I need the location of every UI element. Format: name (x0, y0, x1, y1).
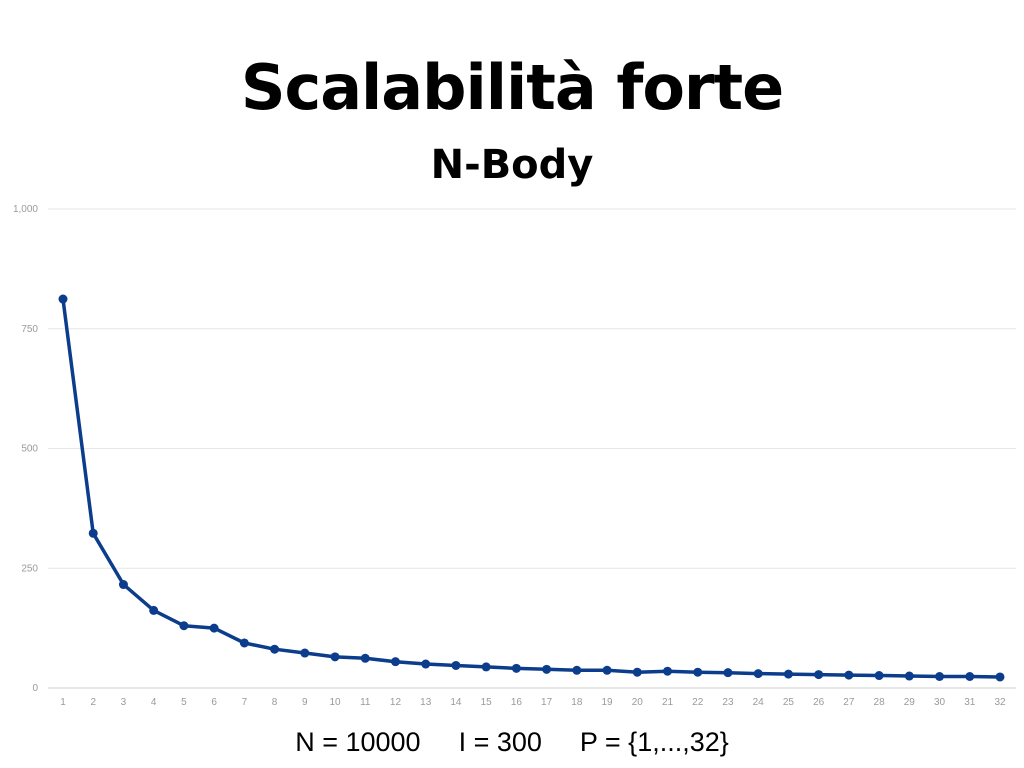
x-tick-label: 11 (360, 697, 371, 708)
x-tick-label: 3 (121, 697, 127, 708)
x-tick-label: 12 (390, 697, 402, 708)
data-point (844, 670, 854, 680)
data-point (58, 294, 68, 304)
y-tick-label: 250 (21, 563, 38, 574)
x-tick-label: 1 (60, 697, 66, 708)
data-point (904, 671, 914, 681)
x-tick-label: 16 (511, 697, 523, 708)
data-point (723, 668, 733, 678)
chart-series (58, 294, 1005, 682)
param-i: I = 300 (458, 727, 542, 757)
data-point (118, 580, 128, 590)
chart-gridlines (48, 208, 1016, 689)
x-axis-tick-labels: 1 2 3 4 5 6 7 8 9 10 11 12 13 14 15 16 17 18 19 20 21 22 23 24 2… (60, 697, 1006, 708)
x-tick-label: 27 (843, 697, 855, 708)
x-tick-label: 19 (602, 697, 614, 708)
param-p: P = {1,...,32} (579, 727, 729, 757)
x-tick-label: 26 (813, 697, 825, 708)
data-point (602, 665, 612, 675)
data-point (300, 648, 310, 658)
y-tick-label: 1,000 (13, 204, 38, 215)
x-tick-label: 32 (994, 697, 1006, 708)
x-tick-label: 13 (420, 697, 432, 708)
data-point (481, 662, 491, 672)
x-tick-label: 5 (181, 697, 187, 708)
y-tick-label: 750 (21, 324, 38, 335)
x-tick-label: 25 (783, 697, 795, 708)
x-tick-label: 10 (329, 697, 341, 708)
x-tick-label: 23 (722, 697, 734, 708)
data-point (179, 621, 189, 631)
data-point (783, 669, 793, 679)
data-point (995, 672, 1005, 682)
x-tick-label: 2 (90, 697, 96, 708)
data-point (390, 657, 400, 667)
data-point (663, 666, 673, 676)
data-point (965, 672, 975, 682)
x-tick-label: 31 (964, 697, 976, 708)
y-axis-tick-labels: 0 250 500 750 1,000 (13, 204, 38, 694)
x-tick-label: 21 (662, 697, 674, 708)
data-point (239, 638, 249, 648)
data-point (421, 659, 431, 669)
y-tick-label: 0 (32, 683, 38, 694)
x-tick-label: 18 (571, 697, 583, 708)
data-point (149, 605, 159, 615)
data-point (814, 670, 824, 680)
x-tick-label: 17 (541, 697, 553, 708)
data-point (88, 528, 98, 538)
data-point (330, 652, 340, 662)
x-tick-label: 6 (211, 697, 217, 708)
data-point (360, 653, 370, 663)
parameters-caption: N = 10000 I = 300 P = {1,...,32} (0, 724, 1024, 760)
data-point (693, 667, 703, 677)
x-tick-label: 14 (450, 697, 462, 708)
x-tick-label: 4 (151, 697, 157, 708)
x-tick-label: 7 (242, 697, 248, 708)
x-tick-label: 30 (934, 697, 946, 708)
x-tick-label: 8 (272, 697, 278, 708)
series-line (61, 297, 1002, 679)
data-point (542, 664, 552, 674)
data-point (572, 665, 582, 675)
x-tick-label: 28 (874, 697, 886, 708)
data-point (209, 623, 219, 633)
x-tick-label: 9 (302, 697, 308, 708)
slide-title: Scalabilità forte (240, 51, 784, 124)
data-point (632, 667, 642, 677)
data-point (270, 644, 280, 654)
data-point (874, 671, 884, 681)
x-tick-label: 24 (753, 697, 765, 708)
data-point (935, 672, 945, 682)
data-point (451, 660, 461, 670)
x-tick-label: 20 (632, 697, 644, 708)
data-point (511, 663, 521, 673)
x-tick-label: 22 (692, 697, 704, 708)
x-tick-label: 29 (904, 697, 916, 708)
data-point (753, 669, 763, 679)
y-tick-label: 500 (21, 444, 38, 455)
slide-subtitle: N-Body (430, 142, 594, 188)
x-tick-label: 15 (481, 697, 493, 708)
param-n: N = 10000 (295, 727, 421, 757)
